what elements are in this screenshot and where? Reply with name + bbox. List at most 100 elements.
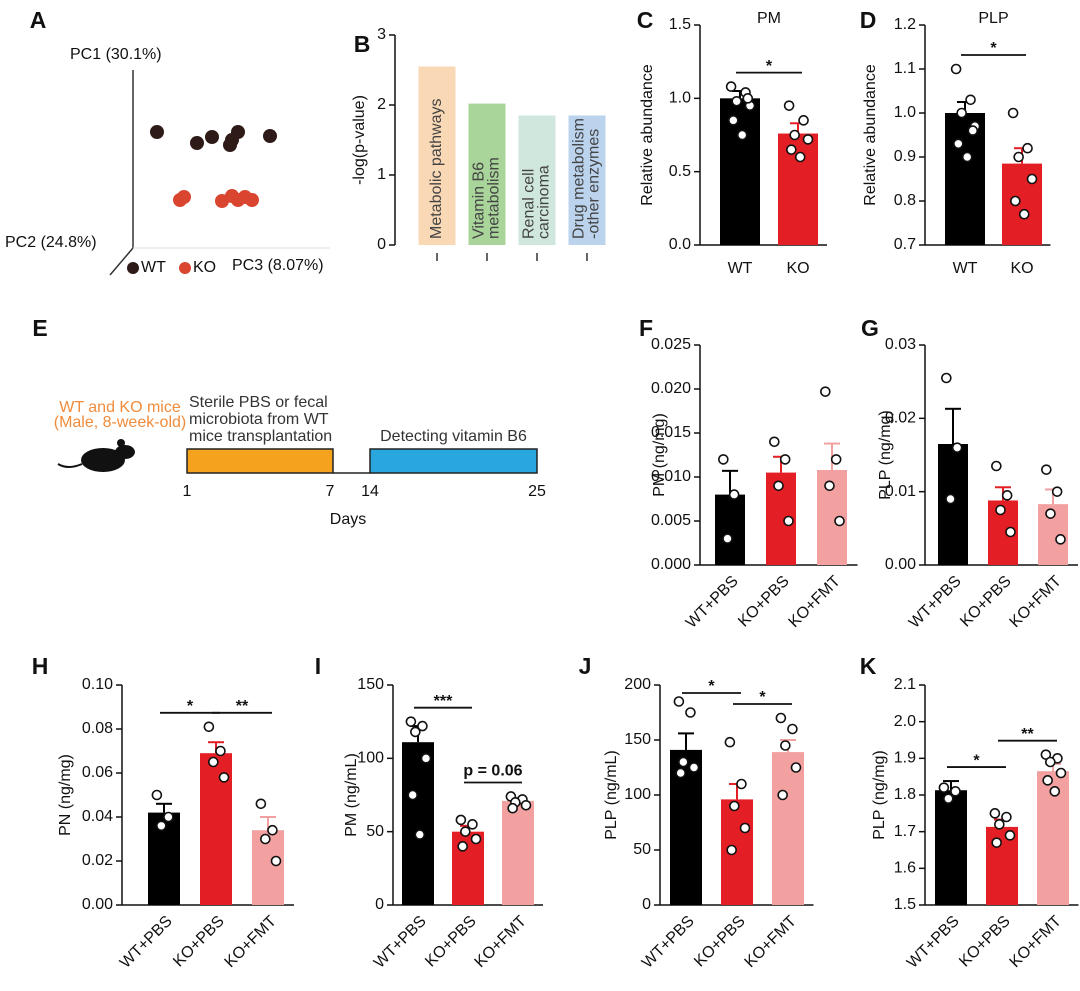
phase-bar <box>186 448 334 474</box>
data-point <box>1045 756 1056 768</box>
panel-label: C <box>637 7 654 33</box>
y-tick-label: 0.000 <box>651 556 691 573</box>
y-tick-label: 1.2 <box>894 16 916 33</box>
data-point <box>798 115 809 126</box>
panel-label: F <box>639 315 653 341</box>
data-point <box>1007 107 1019 119</box>
panel-label: I <box>315 653 321 679</box>
bar <box>518 115 556 245</box>
x-tick-label: WT+PBS <box>904 913 963 972</box>
data-point <box>742 93 754 104</box>
bar <box>502 800 534 905</box>
data-point <box>731 95 742 107</box>
data-point <box>724 736 736 748</box>
panel-label: K <box>860 653 877 679</box>
bar <box>720 98 760 245</box>
x-tick-label: KO+FMT <box>742 913 800 971</box>
y-tick-label: 1.8 <box>894 786 916 803</box>
x-tick-label: KO+PBS <box>691 913 749 971</box>
data-point <box>1049 786 1061 797</box>
x-tick-label: KO+PBS <box>956 913 1014 971</box>
data-point <box>688 762 700 773</box>
point <box>223 138 237 152</box>
phase-label: Sterile PBS or fecal <box>189 394 328 411</box>
data-point <box>407 789 418 801</box>
point <box>245 193 259 207</box>
y-tick-label: 1 <box>377 166 386 183</box>
bar <box>778 133 818 245</box>
data-point <box>834 515 845 527</box>
x-tick-label: WT+PBS <box>117 913 176 972</box>
panel-label: G <box>861 315 879 341</box>
category-label: carcinoma <box>536 165 553 239</box>
point <box>205 130 219 144</box>
axis-pc2 <box>109 247 134 276</box>
y-tick-label: 0.005 <box>651 512 691 529</box>
y-tick-label: 1.1 <box>894 60 916 77</box>
data-point <box>951 442 963 453</box>
data-point <box>420 753 432 764</box>
significance-label: * <box>708 678 715 695</box>
data-point <box>728 489 740 500</box>
y-axis-label: PM (ng/mL) <box>343 753 360 837</box>
panel-label: J <box>579 653 592 679</box>
data-point <box>457 841 468 852</box>
data-point <box>995 504 1006 516</box>
panel-label: E <box>32 315 47 341</box>
x-tick-label: KO+FMT <box>786 573 844 631</box>
data-point <box>991 837 1002 848</box>
data-point <box>675 767 686 779</box>
data-point <box>773 480 784 492</box>
data-point <box>830 454 842 465</box>
data-point <box>729 800 740 812</box>
bar <box>452 831 484 905</box>
y-tick-label: 0 <box>377 236 386 253</box>
axis-label: PC1 (30.1%) <box>70 46 162 63</box>
y-tick-label: 0.02 <box>82 852 113 869</box>
data-point <box>685 707 696 718</box>
category-label: -other enzymes <box>586 129 603 239</box>
data-point <box>520 799 532 811</box>
data-point <box>151 789 163 801</box>
data-point <box>417 720 428 732</box>
significance-label: * <box>187 698 194 715</box>
data-point <box>203 721 215 733</box>
y-tick-label: 0.9 <box>894 148 916 165</box>
data-point <box>1004 830 1016 841</box>
data-point <box>460 826 471 837</box>
y-tick-label: 0.00 <box>82 896 113 913</box>
bar <box>935 790 967 905</box>
data-point <box>739 822 751 834</box>
x-tick-label: KO <box>786 260 809 277</box>
data-point <box>718 454 729 465</box>
data-point <box>1041 464 1052 475</box>
panel-label: A <box>30 7 47 33</box>
data-point <box>945 493 956 505</box>
x-tick-label: WT+PBS <box>683 573 742 632</box>
significance-label: *** <box>434 693 453 710</box>
data-point <box>1045 508 1056 519</box>
data-point <box>961 151 973 163</box>
data-point <box>780 740 791 751</box>
y-tick-label: 150 <box>624 731 651 748</box>
legend-label: KO <box>193 259 216 276</box>
y-tick-label: 0.10 <box>82 676 113 693</box>
data-point <box>967 125 979 136</box>
axis-label: PC3 (8.07%) <box>232 257 324 274</box>
day-tick-label: 25 <box>528 483 546 500</box>
data-point <box>820 386 831 397</box>
bar <box>402 742 434 905</box>
x-tick-label: WT+PBS <box>906 573 965 632</box>
chart-title: PLP <box>978 10 1008 27</box>
y-axis-label: PLP (ng/mg) <box>877 410 894 500</box>
y-axis-label: PLP (ng/mL) <box>603 750 620 840</box>
y-tick-label: 1.7 <box>894 823 916 840</box>
bar <box>938 444 968 565</box>
x-tick-label: KO+FMT <box>1007 913 1065 971</box>
y-tick-label: 0 <box>375 896 384 913</box>
significance-label: * <box>766 58 773 75</box>
legend-marker <box>179 262 191 274</box>
data-point <box>410 726 421 738</box>
data-point <box>950 63 962 75</box>
